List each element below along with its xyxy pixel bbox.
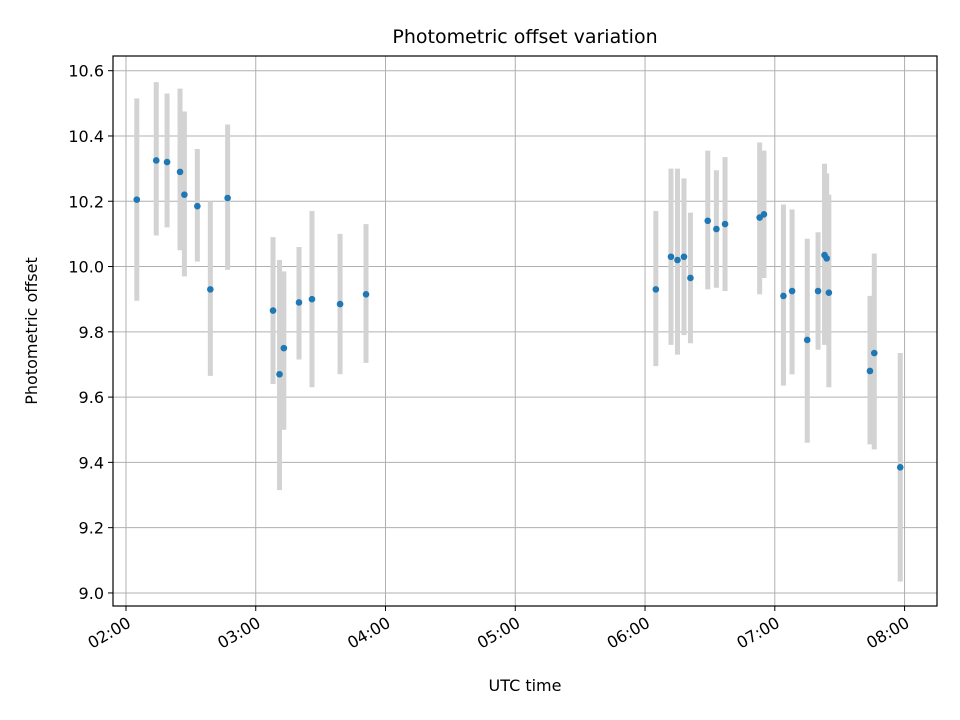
data-point (667, 253, 675, 261)
data-point (176, 168, 184, 176)
y-tick-label: 10.0 (68, 258, 104, 277)
y-tick-label: 10.6 (68, 62, 104, 81)
data-point (308, 295, 316, 303)
data-point (194, 202, 201, 210)
data-point (721, 220, 729, 228)
data-point (224, 194, 231, 202)
data-point (780, 292, 787, 300)
data-point (152, 157, 160, 164)
y-axis-title: Photometric offset (22, 257, 41, 405)
data-point (133, 196, 141, 203)
data-point (870, 349, 878, 357)
plot-area-frame (112, 55, 938, 607)
data-point (866, 367, 874, 375)
data-point (280, 344, 288, 352)
data-point (674, 256, 681, 264)
data-point (295, 299, 303, 306)
y-tick-label: 9.2 (79, 519, 104, 538)
data-point (760, 211, 768, 218)
data-point (680, 253, 688, 261)
data-point (704, 217, 712, 225)
data-point (814, 287, 822, 295)
y-tick-label: 9.6 (79, 388, 104, 407)
y-tick-label: 9.0 (79, 584, 104, 603)
data-point (336, 300, 344, 308)
data-point (896, 463, 904, 471)
data-point (163, 158, 171, 166)
grid (113, 56, 937, 606)
data-point (687, 274, 694, 282)
chart-title: Photometric offset variation (392, 26, 657, 48)
y-tick-label: 9.8 (79, 323, 104, 342)
y-tick-label: 10.4 (68, 127, 104, 146)
y-tick-label: 9.4 (79, 453, 104, 472)
data-point (713, 225, 720, 233)
data-point (269, 307, 277, 314)
x-axis-title: UTC time (489, 676, 562, 695)
data-point (276, 370, 283, 378)
data-point (825, 289, 833, 296)
data-points (133, 157, 904, 471)
data-point (823, 255, 831, 262)
y-tick-label: 10.2 (68, 192, 104, 211)
data-point (207, 286, 214, 293)
y-axis-ticks: 9.0 9.2 9.4 9.6 9.8 10.0 10.2 10.4 10.6 (68, 62, 113, 603)
data-point (181, 191, 188, 199)
data-point (788, 287, 796, 295)
data-point (803, 336, 811, 344)
data-point (652, 286, 660, 293)
data-point (362, 290, 370, 298)
